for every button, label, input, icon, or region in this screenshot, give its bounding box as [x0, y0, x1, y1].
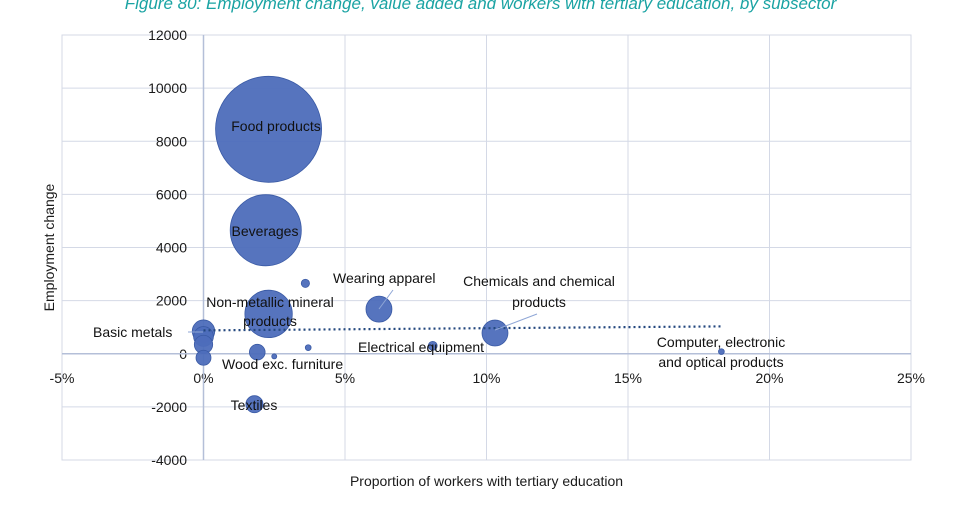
trendline [203, 325, 722, 332]
point-label: Computer, electronic and optical products [657, 334, 785, 370]
y-tick-label: 6000 [156, 186, 187, 202]
x-tick-label: 15% [614, 370, 642, 386]
point-label-line: products [243, 313, 297, 329]
leader-line [494, 313, 538, 331]
bubble [195, 349, 212, 366]
point-label-line: Non-metallic mineral [206, 294, 334, 310]
bubble [304, 344, 312, 351]
point-label: Basic metals [93, 324, 172, 340]
y-tick-label: 10000 [148, 80, 187, 96]
bubble [300, 278, 310, 288]
bubble [249, 343, 266, 361]
bubble [427, 340, 438, 351]
x-tick-label: 10% [472, 370, 500, 386]
x-tick-label: 20% [755, 370, 783, 386]
x-tick-label: 25% [897, 370, 925, 386]
point-label-line: Chemicals and chemical [463, 273, 615, 289]
y-axis-title: Employment change [41, 183, 57, 311]
point-label: Wood exc. furniture [222, 356, 343, 372]
bubble [229, 194, 302, 267]
point-label: Food products [231, 118, 321, 134]
x-tick-label: -5% [50, 370, 75, 386]
y-tick-label: -2000 [151, 399, 187, 415]
point-label: Wearing apparel [333, 270, 435, 286]
point-label: Chemicals and chemical products [463, 273, 615, 310]
y-tick-label: 2000 [156, 293, 187, 309]
bubble [718, 348, 725, 355]
bubble [245, 395, 264, 414]
y-tick-label: -4000 [151, 452, 187, 468]
point-label: Textiles [231, 397, 278, 413]
x-tick-label: 5% [335, 370, 355, 386]
point-label: Beverages [232, 223, 299, 239]
x-axis-title: Proportion of workers with tertiary educ… [350, 473, 623, 489]
point-label-line: and optical products [658, 354, 783, 370]
point-label-line: products [512, 294, 566, 310]
bubble [244, 289, 293, 339]
y-tick-label: 12000 [148, 27, 187, 43]
bubble [271, 353, 278, 360]
point-label: Non-metallic mineral products [206, 294, 334, 329]
bubble [215, 75, 322, 183]
point-label: Electrical equipment [358, 339, 484, 355]
y-tick-label: 4000 [156, 240, 187, 256]
y-tick-label: 8000 [156, 133, 187, 149]
bubble [365, 295, 393, 323]
leader-line [378, 289, 394, 310]
figure-title: Figure 80: Employment change, value adde… [124, 0, 837, 13]
point-label-line: Computer, electronic [657, 334, 785, 350]
bubble [481, 319, 509, 347]
